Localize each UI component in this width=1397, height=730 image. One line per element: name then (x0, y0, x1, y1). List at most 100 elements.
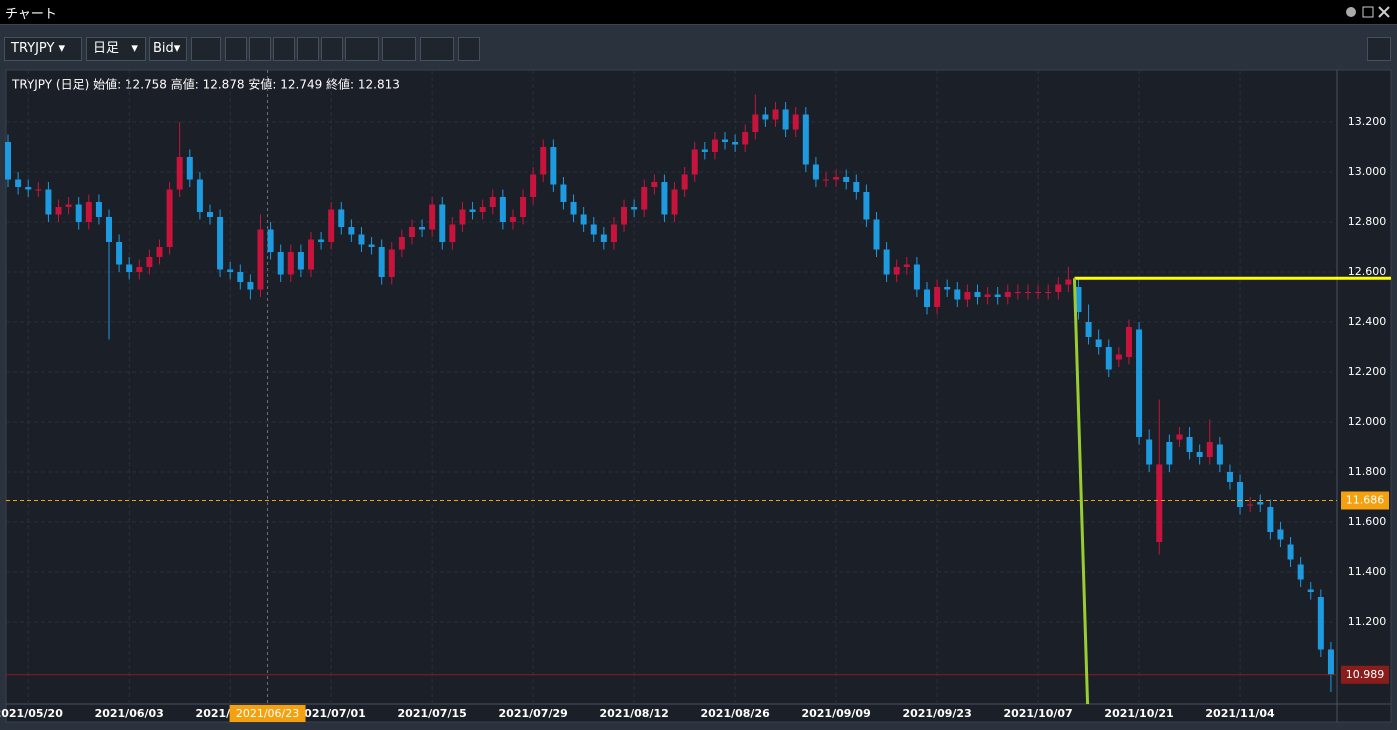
candle-body (1186, 437, 1193, 452)
candle-body (1196, 452, 1203, 457)
price-label-box (1341, 491, 1389, 510)
candle-body (520, 197, 527, 217)
candle-body (1277, 529, 1284, 540)
delete-button[interactable] (382, 37, 416, 61)
candle-body (590, 224, 597, 235)
candle-body (752, 114, 759, 132)
move-button[interactable] (273, 37, 295, 61)
y-tick-label: 13.200 (1348, 115, 1387, 128)
candle-body (267, 229, 274, 252)
candle-body (964, 292, 971, 300)
candle-body (984, 294, 991, 297)
candle-body (570, 202, 577, 215)
x-tick-label: 2021/08/12 (600, 707, 669, 720)
candle-body (671, 189, 678, 215)
candle-body (509, 217, 516, 222)
window-button[interactable] (458, 37, 480, 61)
candle-body (1105, 347, 1112, 370)
candle-body (368, 244, 375, 247)
ohlc-info: TRYJPY (日足) 始値: 12.758 高値: 12.878 安値: 12… (11, 77, 400, 92)
y-tick-label: 12.800 (1348, 215, 1387, 228)
candle-body (974, 292, 981, 297)
candle-body (55, 207, 62, 215)
candle-body (479, 207, 486, 212)
candle-body (287, 252, 294, 275)
candle-body (651, 182, 658, 187)
trend-drawing (1072, 278, 1090, 705)
candle-body (1206, 442, 1213, 457)
indicator-button[interactable] (297, 37, 319, 61)
candle-body (550, 147, 557, 185)
crosshair-label: 2021/06/23 (236, 707, 299, 720)
candle-body (126, 264, 133, 272)
candle-body (1287, 544, 1294, 560)
candle-body (903, 264, 910, 267)
candle-body (1267, 507, 1274, 532)
candle-body (631, 207, 638, 210)
template-button[interactable] (420, 37, 454, 61)
candle-body (691, 149, 698, 175)
candle-body (742, 132, 749, 145)
y-tick-label: 12.000 (1348, 415, 1387, 428)
popout-button[interactable] (1367, 37, 1391, 61)
symbol-select[interactable]: TRYJPY ▾ (4, 37, 82, 61)
chart-type-button[interactable] (191, 37, 221, 61)
window-controls[interactable] (1345, 5, 1393, 19)
x-tick-label: 2021/10/07 (1003, 707, 1072, 720)
candle-body (196, 179, 203, 212)
candle-body (641, 187, 648, 210)
candle-body (85, 202, 92, 222)
candle-body (116, 242, 123, 265)
candle-body (1247, 504, 1254, 506)
zoom-in-button[interactable] (225, 37, 247, 61)
candle-body (95, 202, 102, 217)
candle-body (106, 217, 113, 242)
x-tick-label: 2021/07/29 (499, 707, 568, 720)
candle-body (297, 252, 304, 270)
candle-body (5, 142, 12, 180)
timeframe-select[interactable]: 日足 ▾ (86, 37, 146, 61)
candle-body (176, 157, 183, 190)
candle-body (600, 234, 607, 242)
y-tick-label: 11.400 (1348, 565, 1387, 578)
candle-body (1014, 292, 1021, 293)
candle-body (530, 174, 537, 197)
save-button[interactable] (321, 37, 343, 61)
candle-body (913, 264, 920, 290)
candle-body (469, 209, 476, 212)
candle-body (883, 249, 890, 275)
window-title: チャート (5, 7, 57, 22)
candle-body (35, 189, 42, 191)
candle-body (994, 294, 1001, 297)
x-tick-label: 2021/11/04 (1205, 707, 1275, 720)
candle-body (833, 177, 840, 180)
candle-body (1004, 292, 1011, 297)
candle-body (227, 269, 234, 272)
candle-body (408, 227, 415, 237)
candle-body (277, 252, 284, 275)
candle-body (954, 289, 961, 300)
y-tick-label: 12.600 (1348, 265, 1387, 278)
candle-body (307, 239, 314, 270)
toolbar: TRYJPY ▾ 日足 ▾ Bid▾ (0, 24, 1397, 67)
candle-body (338, 209, 345, 227)
candle-body (1257, 502, 1264, 505)
chart-panel (5, 69, 1392, 723)
timeframe: 日足 (93, 41, 120, 56)
candle-body (217, 217, 224, 270)
side-select[interactable]: Bid▾ (149, 37, 187, 61)
candle-body (1307, 589, 1314, 592)
draw-button[interactable] (345, 37, 379, 61)
candle-body (25, 187, 32, 190)
candle-body (429, 204, 436, 230)
candle-body (136, 267, 143, 272)
candle-body (772, 109, 779, 120)
crosshair-label-box (229, 705, 306, 722)
candle-body (1024, 292, 1031, 293)
candle-body (348, 227, 355, 235)
candle-body (146, 257, 153, 267)
zoom-out-button[interactable] (249, 37, 271, 61)
candle-body (812, 164, 819, 180)
y-tick-label: 11.800 (1348, 465, 1387, 478)
